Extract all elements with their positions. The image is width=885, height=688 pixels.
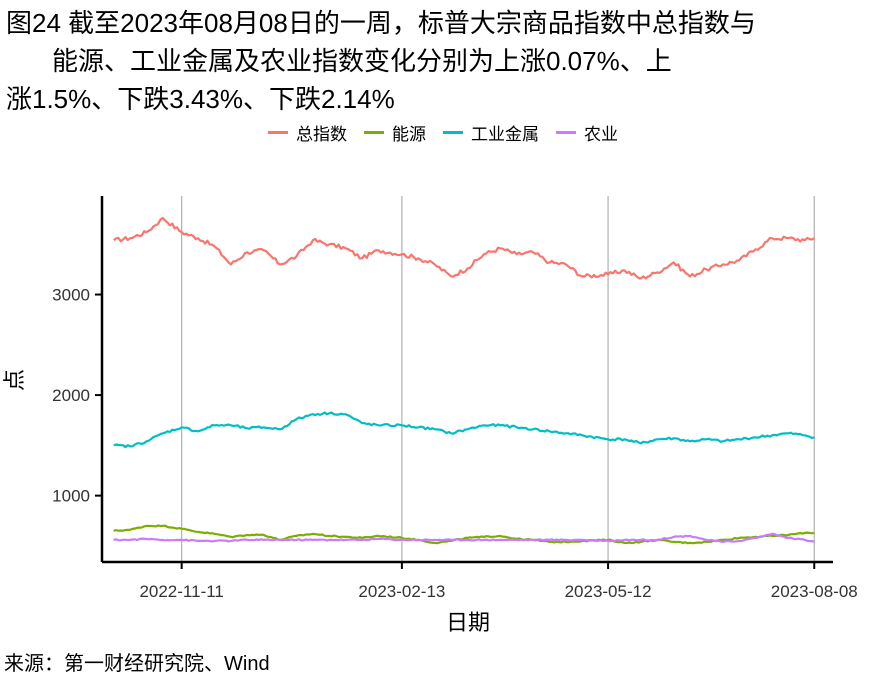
grid-layer [181,196,815,562]
legend-item-0: 总指数 [268,120,347,145]
legend-label-2: 工业金属 [471,125,539,144]
legend-swatch-1 [364,131,384,134]
y-tick-label-2: 3000 [52,286,90,305]
legend-item-3: 农业 [556,120,618,145]
series-line-1 [113,524,815,545]
series-layer [113,217,815,545]
source-note: 来源：第一财经研究院、Wind [4,653,270,675]
legend-swatch-0 [268,131,288,134]
legend-swatch-3 [556,131,576,134]
x-tick-label-2: 2023-05-12 [565,582,652,601]
series-line-0 [113,217,815,280]
legend-item-2: 工业金属 [443,120,539,145]
chart-title: 图24 截至2023年08月08日的一周，标普大宗商品指数中总指数与 能源、工业… [6,4,876,118]
title-line-3: 涨1.5%、下跌3.43%、下跌2.14% [6,84,395,114]
series-line-3 [113,532,815,543]
series-line-2 [113,411,815,449]
legend-label-3: 农业 [584,125,618,144]
label-layer: 日期 点 2022-11-11 2023-02-13 2023-05-12 2023-… [2,286,858,635]
y-tick-label-0: 1000 [52,487,90,506]
legend-label-0: 总指数 [296,125,347,144]
x-tick-label-3: 2023-08-08 [771,582,858,601]
legend-item-1: 能源 [364,120,426,145]
y-tick-label-1: 2000 [52,386,90,405]
axis-layer [95,196,833,569]
x-axis-label: 日期 [446,610,490,635]
y-axis-label: 点 [2,369,27,391]
legend-label-1: 能源 [392,125,426,144]
title-line-2: 能源、工业金属及农业指数变化分别为上涨0.07%、上 [52,46,672,76]
legend-swatch-2 [443,131,463,134]
legend: 总指数 能源 工业金属 农业 [268,120,635,145]
x-tick-label-1: 2023-02-13 [358,582,445,601]
x-tick-label-0: 2022-11-11 [139,582,223,601]
title-line-1: 图24 截至2023年08月08日的一周，标普大宗商品指数中总指数与 [6,8,756,38]
